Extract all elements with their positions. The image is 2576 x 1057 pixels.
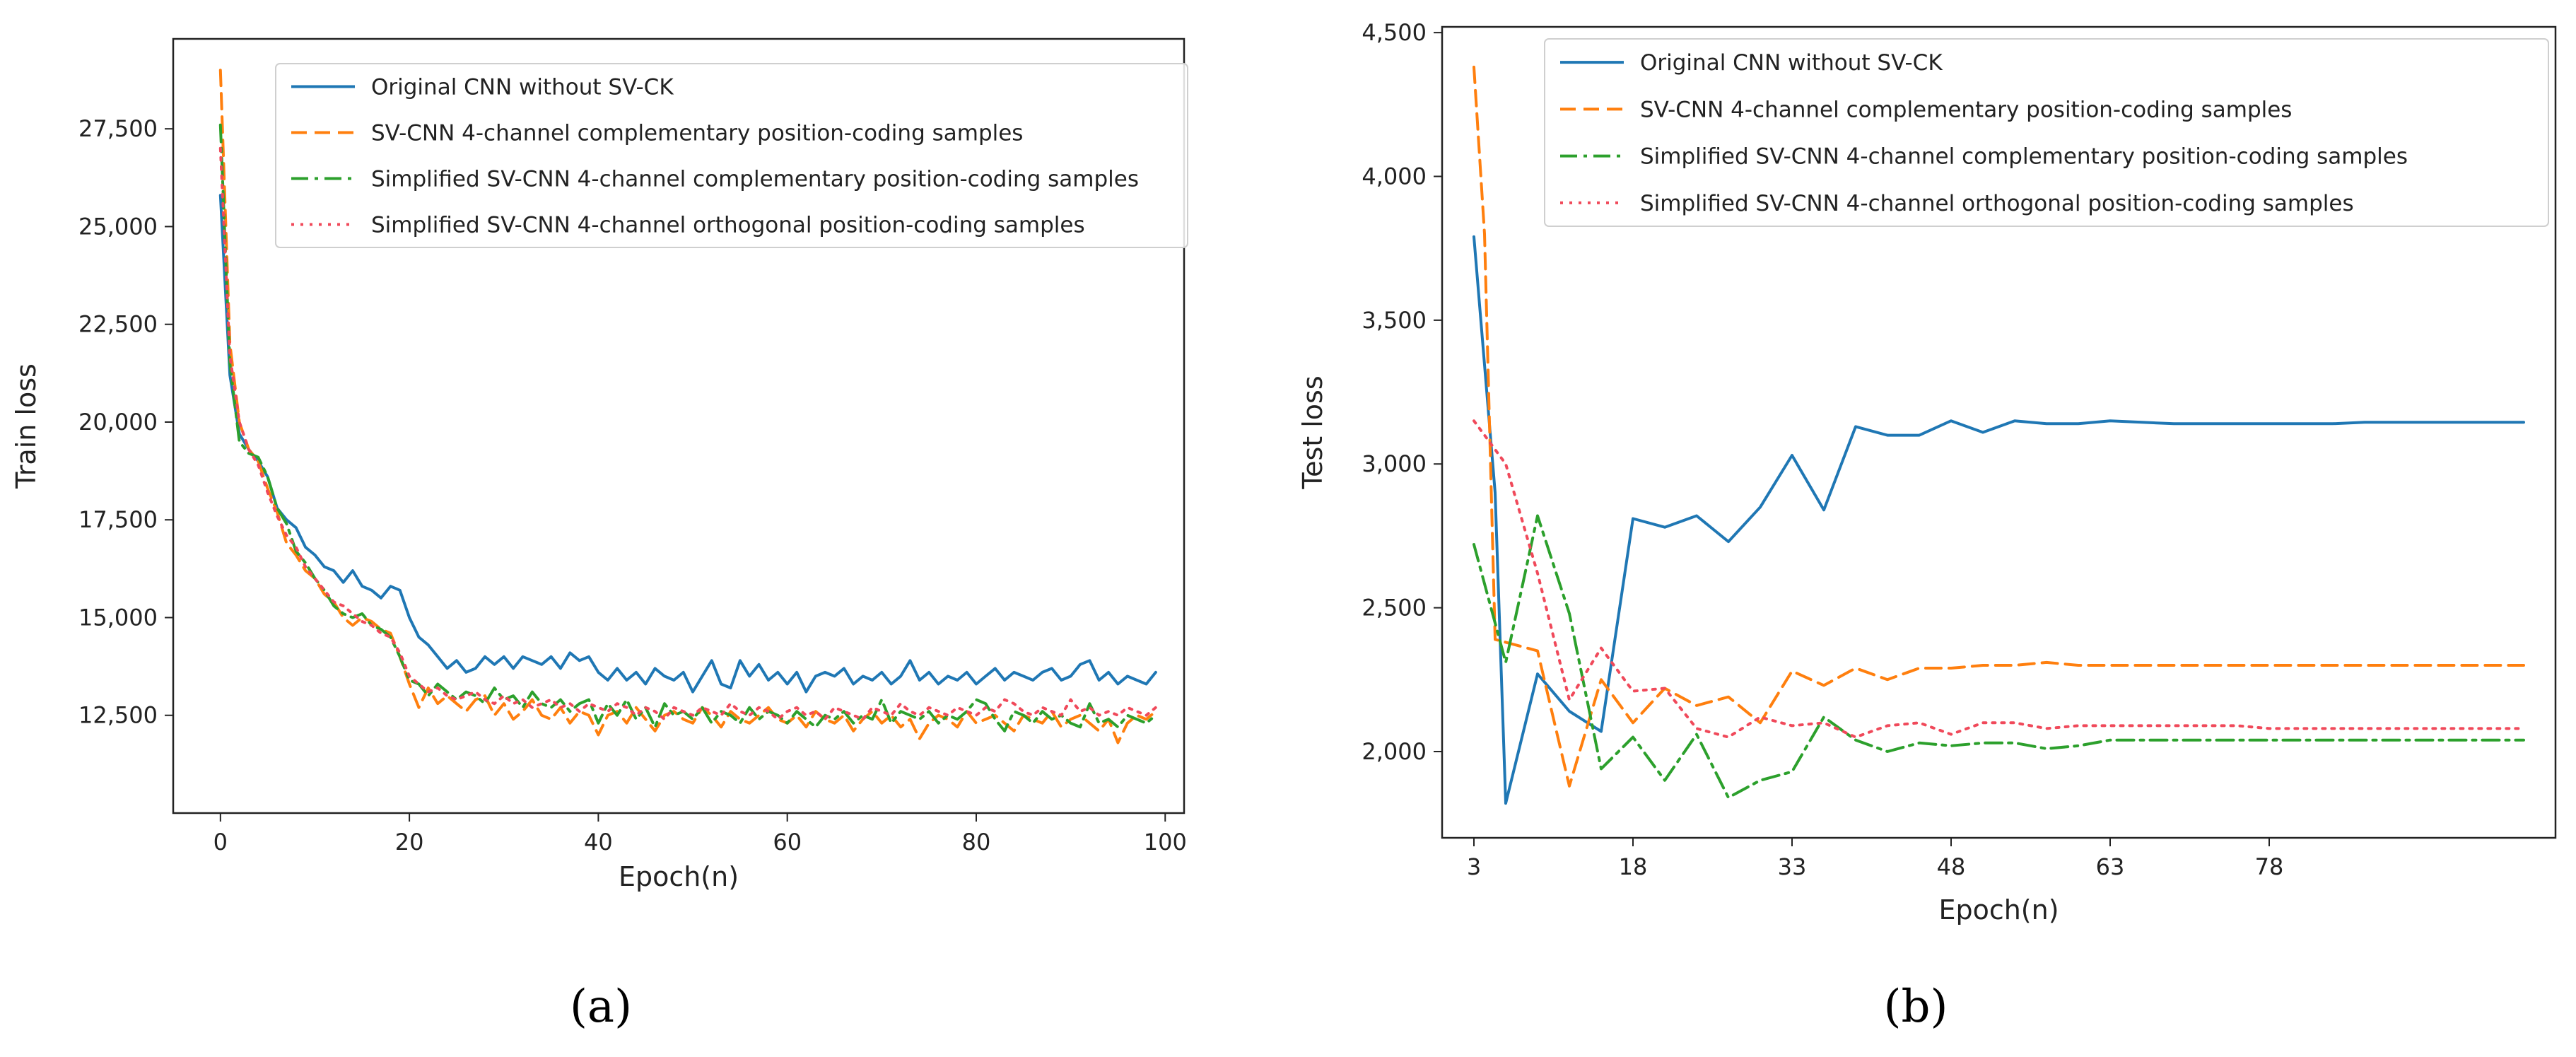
chart-caption: (a) <box>570 981 632 1033</box>
legend-label-4: Simplified SV-CNN 4-channel orthogonal p… <box>371 213 1085 238</box>
x-tick-label: 0 <box>213 829 228 855</box>
x-axis-label: Epoch(n) <box>1938 894 2059 925</box>
x-tick-label: 33 <box>1778 853 1807 880</box>
y-axis-label: Train loss <box>11 363 42 489</box>
y-tick-label: 27,500 <box>78 115 158 142</box>
y-tick-label: 4,500 <box>1362 19 1427 46</box>
y-tick-label: 25,000 <box>78 213 158 240</box>
y-axis-label: Test loss <box>1297 375 1328 489</box>
x-tick-label: 20 <box>395 829 424 855</box>
series-line-3 <box>1473 514 2525 800</box>
x-tick-label: 78 <box>2255 853 2284 880</box>
x-tick-label: 18 <box>1619 853 1648 880</box>
series-line-4 <box>1473 419 2525 739</box>
y-tick-label: 2,500 <box>1362 595 1427 621</box>
legend-label-2: SV-CNN 4-channel complementary position-… <box>371 121 1023 146</box>
x-tick-label: 80 <box>962 829 991 855</box>
y-tick-label: 3,000 <box>1362 450 1427 477</box>
x-tick-label: 3 <box>1467 853 1481 880</box>
x-tick-label: 100 <box>1144 829 1187 855</box>
legend-label-3: Simplified SV-CNN 4-channel complementar… <box>1640 144 2408 170</box>
plot-frame <box>172 37 1185 814</box>
legend-label-3: Simplified SV-CNN 4-channel complementar… <box>371 167 1139 192</box>
legend-box <box>275 63 1188 248</box>
legend-box <box>1544 38 2549 227</box>
series-line-2 <box>1473 65 2525 788</box>
series-line-4 <box>218 146 1157 721</box>
plot-frame <box>1441 25 2557 839</box>
chart-caption: (b) <box>1884 981 1948 1033</box>
chart-b: 3 18 33 48 63 78 2,000 2,500 3,000 3,500 4,000 4,50… <box>1297 19 2557 1033</box>
y-tick-label: 3,500 <box>1362 307 1427 334</box>
legend-label-2: SV-CNN 4-channel complementary position-… <box>1640 97 2292 122</box>
series-line-3 <box>218 123 1157 732</box>
y-tick-label: 12,500 <box>78 702 158 729</box>
y-tick-label: 15,000 <box>78 604 158 631</box>
series-line-1 <box>1473 235 2525 805</box>
y-tick-label: 2,000 <box>1362 738 1427 765</box>
legend-label-1: Original CNN without SV-CK <box>1640 50 1943 76</box>
x-axis-label: Epoch(n) <box>619 861 739 892</box>
x-tick-label: 63 <box>2096 853 2125 880</box>
y-tick-label: 4,000 <box>1362 163 1427 190</box>
series-line-2 <box>218 69 1157 744</box>
y-tick-label: 20,000 <box>78 409 158 436</box>
x-tick-label: 60 <box>773 829 802 855</box>
x-tick-label: 48 <box>1937 853 1966 880</box>
series-line-1 <box>218 194 1157 694</box>
y-tick-label: 22,500 <box>78 311 158 338</box>
x-tick-label: 40 <box>584 829 613 855</box>
legend-label-4: Simplified SV-CNN 4-channel orthogonal p… <box>1640 191 2354 216</box>
legend-label-1: Original CNN without SV-CK <box>371 75 674 100</box>
chart-a: 0 20 40 60 80 100 12,500 15,000 17,500 20,000 22,5… <box>11 37 1188 1033</box>
y-tick-label: 17,500 <box>78 506 158 533</box>
